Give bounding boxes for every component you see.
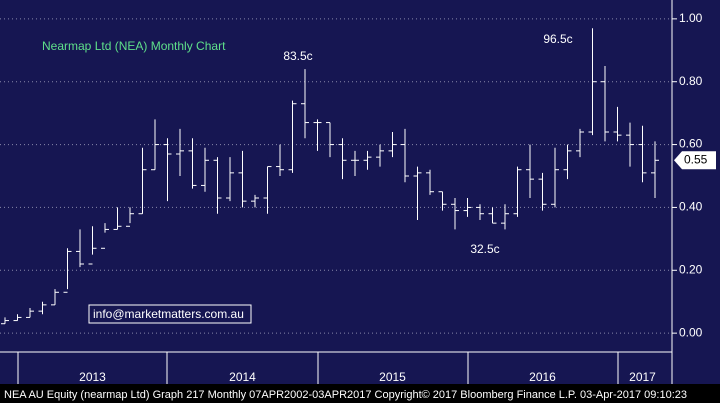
y-tick-label: 0.40	[679, 200, 703, 214]
y-tick-label: 0.20	[679, 262, 703, 276]
year-separators	[17, 352, 619, 384]
x-tick-label: 2017	[629, 370, 656, 384]
x-tick-label: 2015	[379, 370, 406, 384]
watermark: info@marketmatters.com.au	[93, 307, 244, 321]
y-axis-band	[672, 0, 720, 384]
annotation: 96.5c	[543, 32, 572, 46]
watermark-box	[88, 304, 252, 324]
y-tick-label: 0.80	[679, 74, 703, 88]
last-price-label: 0.55	[684, 152, 708, 166]
chart-title: Nearmap Ltd (NEA) Monthly Chart	[42, 39, 226, 53]
y-tick-label: 1.00	[679, 11, 703, 25]
x-tick-label: 2013	[79, 370, 106, 384]
x-tick-label: 2014	[229, 370, 256, 384]
footer: NEA AU Equity (nearmap Ltd) Graph 217 Mo…	[4, 389, 687, 401]
y-tick-label: 0.60	[679, 137, 703, 151]
annotation: 83.5c	[283, 49, 312, 63]
plot	[0, 18, 672, 334]
x-axis-band	[0, 352, 672, 384]
plot-area	[0, 0, 672, 352]
last-price-marker	[674, 151, 716, 170]
x-tick-label: 2016	[529, 370, 556, 384]
y-tick-label: 0.00	[679, 325, 703, 339]
annotation: 32.5c	[470, 242, 499, 256]
